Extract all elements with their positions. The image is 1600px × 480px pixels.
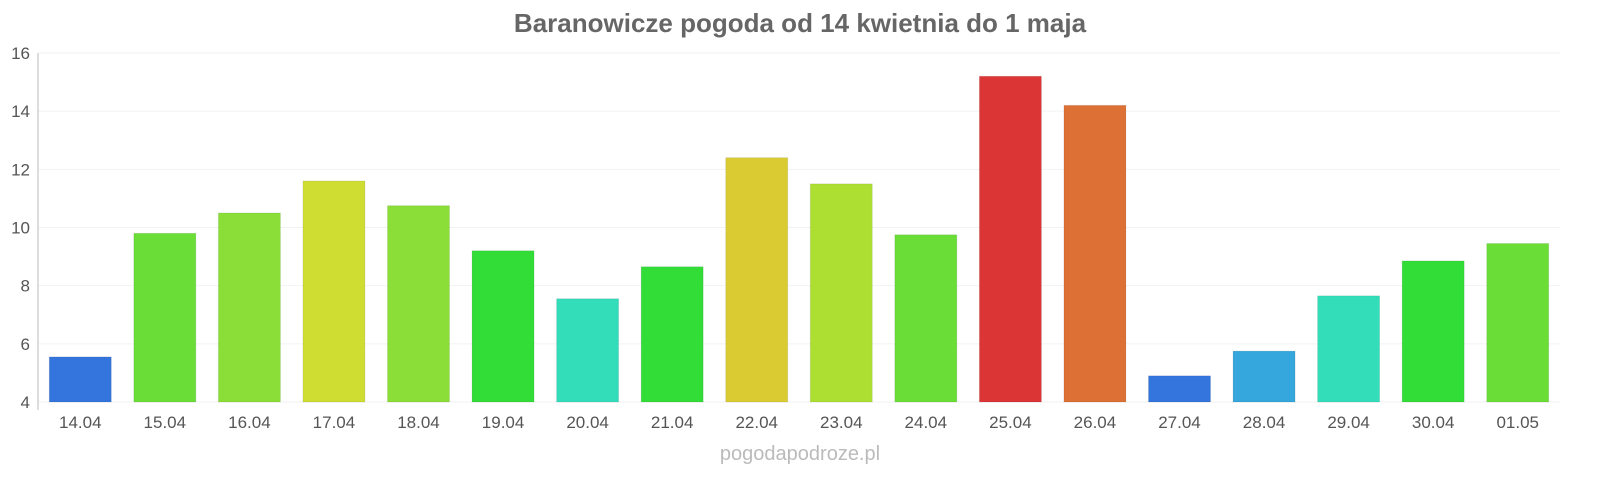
x-tick-label: 25.04 bbox=[989, 413, 1032, 432]
x-tick-label: 24.04 bbox=[905, 413, 948, 432]
x-tick-label: 15.04 bbox=[144, 413, 187, 432]
x-tick-label: 22.04 bbox=[735, 413, 778, 432]
bar bbox=[1063, 104, 1127, 403]
bar bbox=[640, 266, 704, 403]
x-tick-label: 27.04 bbox=[1158, 413, 1201, 432]
bar bbox=[302, 180, 366, 403]
bar bbox=[978, 75, 1042, 403]
bar bbox=[809, 183, 873, 403]
bar bbox=[1148, 375, 1211, 403]
y-tick-label: 14 bbox=[11, 102, 30, 121]
x-tick-label: 20.04 bbox=[566, 413, 609, 432]
bar bbox=[1401, 260, 1465, 403]
x-tick-label: 01.05 bbox=[1496, 413, 1539, 432]
x-tick-label: 14.04 bbox=[59, 413, 102, 432]
bar bbox=[725, 157, 789, 403]
x-tick-label: 23.04 bbox=[820, 413, 863, 432]
x-tick-label: 21.04 bbox=[651, 413, 694, 432]
bar bbox=[387, 205, 450, 403]
bar bbox=[217, 212, 281, 403]
x-tick-label: 30.04 bbox=[1412, 413, 1455, 432]
bar bbox=[1486, 242, 1550, 403]
y-tick-label: 4 bbox=[21, 393, 30, 412]
bar bbox=[133, 232, 197, 403]
bar bbox=[1317, 295, 1381, 403]
bar bbox=[894, 234, 958, 403]
y-tick-label: 8 bbox=[21, 277, 30, 296]
x-tick-label: 26.04 bbox=[1074, 413, 1117, 432]
x-tick-label: 16.04 bbox=[228, 413, 271, 432]
bar bbox=[48, 356, 112, 403]
bar bbox=[1232, 350, 1296, 403]
y-tick-label: 10 bbox=[11, 219, 30, 238]
bar bbox=[556, 298, 620, 403]
x-tick-label: 17.04 bbox=[313, 413, 356, 432]
y-tick-label: 16 bbox=[11, 44, 30, 63]
y-tick-label: 12 bbox=[11, 160, 30, 179]
x-tick-label: 18.04 bbox=[397, 413, 440, 432]
y-tick-label: 6 bbox=[21, 335, 30, 354]
x-tick-label: 28.04 bbox=[1243, 413, 1286, 432]
x-tick-label: 19.04 bbox=[482, 413, 525, 432]
bar bbox=[471, 250, 535, 403]
x-tick-label: 29.04 bbox=[1327, 413, 1370, 432]
watermark: pogodapodroze.pl bbox=[720, 443, 880, 465]
chart-title: Baranowicze pogoda od 14 kwietnia do 1 m… bbox=[514, 8, 1087, 38]
